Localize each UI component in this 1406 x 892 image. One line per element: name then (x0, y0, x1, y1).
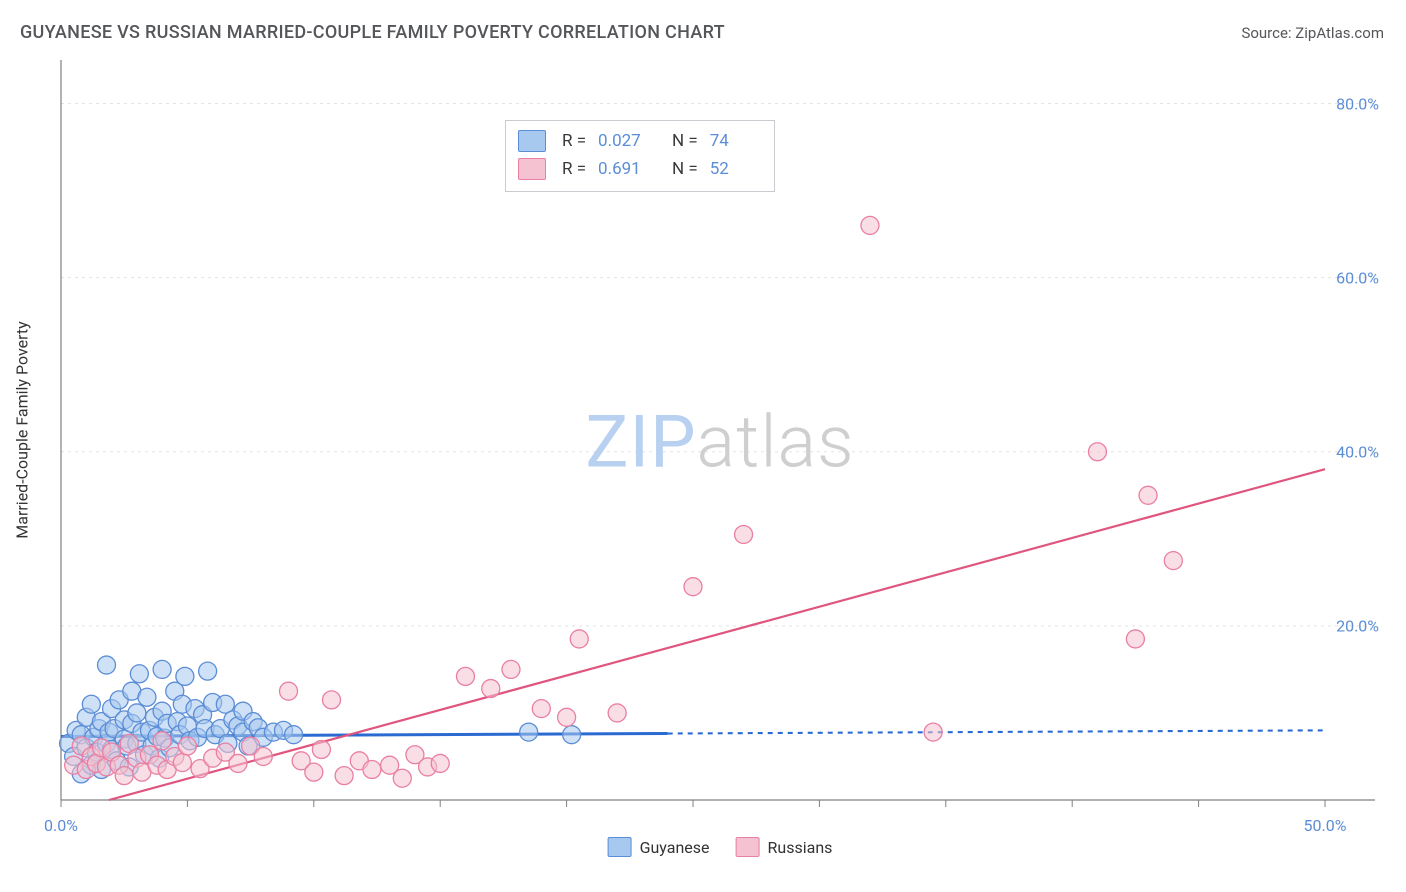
swatch-icon (518, 158, 546, 180)
r-value: 0.027 (598, 127, 648, 155)
legend-item-russians: Russians (736, 837, 833, 857)
source-prefix: Source: (1241, 24, 1295, 42)
n-label: N = (672, 127, 698, 155)
y-tick-label: 60.0% (1336, 268, 1379, 287)
r-label: R = (562, 127, 586, 155)
r-label: R = (562, 155, 586, 183)
swatch-icon (608, 837, 632, 857)
n-value: 74 (710, 127, 760, 155)
n-label: N = (672, 155, 698, 183)
correlation-stats-box: R = 0.027 N = 74 R = 0.691 N = 52 (505, 120, 775, 192)
stat-row-guyanese: R = 0.027 N = 74 (518, 127, 760, 155)
swatch-icon (518, 130, 546, 152)
chart-area: ZIPatlas R = 0.027 N = 74 R = 0.691 N = … (55, 60, 1385, 855)
legend-item-guyanese: Guyanese (608, 837, 710, 857)
y-tick-label: 80.0% (1336, 94, 1379, 113)
y-tick-label: 40.0% (1336, 442, 1379, 461)
r-value: 0.691 (598, 155, 648, 183)
legend-label: Guyanese (640, 838, 710, 857)
y-axis-label: Married-Couple Family Poverty (13, 321, 32, 538)
y-tick-label: 20.0% (1336, 616, 1379, 635)
n-value: 52 (710, 155, 760, 183)
source-link[interactable]: ZipAtlas.com (1295, 24, 1384, 42)
x-tick-label: 0.0% (44, 816, 78, 835)
x-tick-label: 50.0% (1304, 816, 1347, 835)
chart-title: GUYANESE VS RUSSIAN MARRIED-COUPLE FAMIL… (20, 22, 725, 43)
legend: Guyanese Russians (608, 837, 833, 857)
stat-row-russians: R = 0.691 N = 52 (518, 155, 760, 183)
legend-label: Russians (768, 838, 833, 857)
source-attribution: Source: ZipAtlas.com (1241, 24, 1384, 42)
swatch-icon (736, 837, 760, 857)
